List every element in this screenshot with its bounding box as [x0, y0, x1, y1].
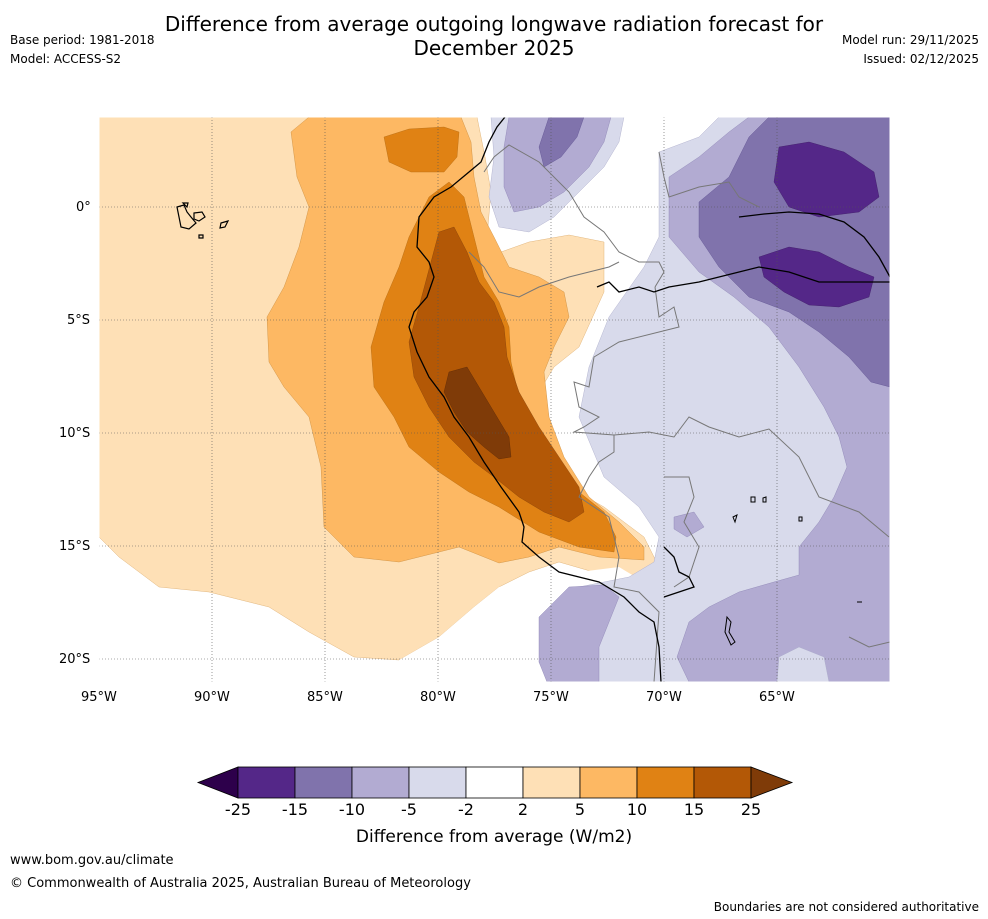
colorbar-tick-label: 2	[517, 800, 529, 819]
anomaly-15-25	[408, 226, 585, 523]
title-line-1: Difference from average outgoing longwav…	[164, 12, 824, 36]
lon-label-65w: 65°W	[759, 690, 795, 705]
colorbar-swatch	[522, 766, 581, 799]
graticule	[99, 117, 890, 682]
lon-label-70w: 70°W	[646, 690, 682, 705]
colorbar-swatch	[351, 766, 410, 799]
lat-label-15s: 15°S	[59, 539, 91, 554]
colorbar-swatch	[579, 766, 638, 799]
copyright-notice: © Commonwealth of Australia 2025, Austra…	[10, 876, 471, 891]
colorbar-swatch	[465, 766, 524, 799]
colorbar-title: Difference from average (W/m2)	[355, 827, 633, 847]
colorbar-tick-label: -15	[281, 800, 309, 819]
galapagos-islands	[176, 202, 230, 239]
base-period: Base period: 1981-2018	[10, 33, 155, 47]
colorbar-tick-label: -5	[401, 800, 417, 819]
website-link[interactable]: www.bom.gov.au/climate	[10, 853, 174, 868]
lakes	[724, 496, 862, 646]
country-borders	[468, 144, 890, 682]
colorbar-tick-label: 15	[683, 800, 705, 819]
lat-label-20s: 20°S	[59, 652, 91, 667]
lon-label-85w: 85°W	[307, 690, 343, 705]
anomaly-over-25	[443, 366, 512, 460]
olr-anomaly-map	[99, 117, 890, 682]
lon-label-75w: 75°W	[533, 690, 569, 705]
title-line-2: December 2025	[413, 36, 575, 60]
colorbar-tick-label: 5	[574, 800, 586, 819]
boundaries-disclaimer: Boundaries are not considered authoritat…	[713, 900, 979, 914]
colorbar-swatch	[693, 766, 752, 799]
anomaly-neg-5-10-north	[503, 117, 612, 213]
anomaly-neg-10-15-north	[538, 117, 585, 168]
lat-label-5s: 5°S	[67, 313, 91, 328]
colorbar-tick-label: 10	[626, 800, 648, 819]
lat-label-10s: 10°S	[59, 426, 91, 441]
anomaly-neg-15-25-central	[758, 246, 875, 308]
model-name: Model: ACCESS-S2	[10, 52, 122, 66]
colorbar-swatch	[636, 766, 695, 799]
colorbar-swatch	[237, 766, 296, 799]
anomaly-10-15-north	[383, 126, 460, 173]
lon-label-90w: 90°W	[194, 690, 230, 705]
anomaly-neg-2-5-patch	[776, 646, 830, 682]
colorbar-tick-label: 25	[740, 800, 762, 819]
colorbar	[196, 766, 794, 799]
colorbar-tick-label: -2	[458, 800, 474, 819]
colorbar-extend-high	[750, 766, 794, 799]
model-run: Model run: 29/11/2025	[841, 33, 979, 47]
anomaly-neg-15-25-north	[773, 141, 880, 218]
colorbar-tick-label: -25	[224, 800, 252, 819]
colorbar-extend-low	[196, 766, 239, 799]
coastline	[408, 117, 890, 682]
anomaly-neg-5-10-sw2	[673, 511, 705, 538]
colorbar-swatch	[408, 766, 467, 799]
colorbar-swatch	[294, 766, 353, 799]
lon-label-95w: 95°W	[81, 690, 117, 705]
anomaly-neg-5-10-sw	[538, 584, 620, 682]
issued-date: Issued: 02/12/2025	[863, 52, 979, 66]
map-title: Difference from average outgoing longwav…	[0, 12, 988, 60]
lat-label-0: 0°	[76, 200, 91, 215]
colorbar-tick-label: -10	[338, 800, 366, 819]
lon-label-80w: 80°W	[420, 690, 456, 705]
